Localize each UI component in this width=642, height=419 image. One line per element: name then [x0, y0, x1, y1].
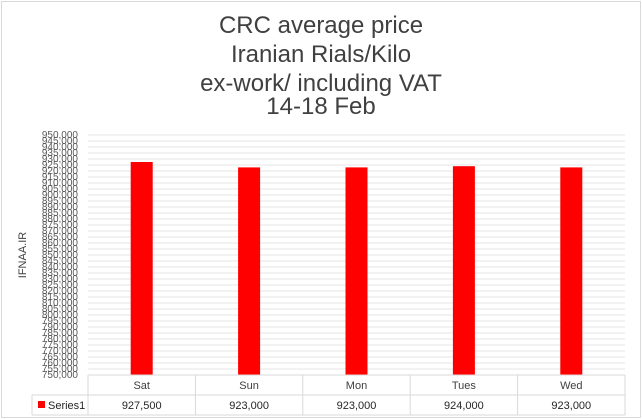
y-tick-label: 790,000	[42, 322, 79, 333]
y-tick-label: 920,000	[42, 166, 79, 177]
legend-swatch	[38, 401, 45, 408]
data-label: 923,000	[551, 400, 591, 412]
title-line-4: 14-18 Feb	[266, 93, 375, 120]
y-tick-label: 925,000	[42, 160, 79, 171]
y-tick-label: 850,000	[42, 250, 79, 261]
y-tick-label: 905,000	[42, 184, 79, 195]
y-tick-label: 785,000	[42, 328, 79, 339]
y-tick-label: 780,000	[42, 334, 79, 345]
category-label-tues: Tues	[452, 380, 477, 392]
category-label-sat: Sat	[133, 380, 150, 392]
bar-sat	[130, 162, 153, 375]
y-tick-label: 870,000	[42, 226, 79, 237]
y-tick-label: 860,000	[42, 238, 79, 249]
y-tick-label: 940,000	[42, 142, 79, 153]
bar-tues	[452, 166, 475, 375]
bar-sun	[238, 167, 261, 375]
y-tick-label: 935,000	[42, 148, 79, 159]
category-label-sun: Sun	[239, 380, 259, 392]
y-axis-ticks: 750,000755,000760,000765,000770,000775,0…	[42, 130, 79, 381]
y-tick-label: 830,000	[42, 274, 79, 285]
category-label-mon: Mon	[346, 380, 367, 392]
y-tick-label: 845,000	[42, 256, 79, 267]
y-tick-label: 810,000	[42, 298, 79, 309]
y-tick-label: 950,000	[42, 130, 79, 141]
y-tick-label: 885,000	[42, 208, 79, 219]
y-tick-label: 895,000	[42, 196, 79, 207]
bar-mon	[345, 167, 368, 375]
y-tick-label: 855,000	[42, 244, 79, 255]
y-tick-label: 880,000	[42, 214, 79, 225]
y-tick-label: 910,000	[42, 178, 79, 189]
y-tick-label: 875,000	[42, 220, 79, 231]
legend-series-name: Series1	[48, 400, 85, 412]
y-tick-label: 825,000	[42, 280, 79, 291]
y-tick-label: 795,000	[42, 316, 79, 327]
y-tick-label: 775,000	[42, 340, 79, 351]
y-tick-label: 930,000	[42, 154, 79, 165]
data-table: Sat Sun Mon Tues Wed Series1 927,500 923,000 923…	[31, 374, 626, 416]
chart-title: CRC average price Iranian Rials/Kilo ex-…	[200, 12, 442, 120]
y-tick-label: 835,000	[42, 268, 79, 279]
y-tick-label: 900,000	[42, 190, 79, 201]
y-tick-label: 765,000	[42, 352, 79, 363]
y-tick-label: 820,000	[42, 286, 79, 297]
y-tick-label: 805,000	[42, 304, 79, 315]
y-tick-label: 890,000	[42, 202, 79, 213]
y-tick-label: 755,000	[42, 364, 79, 375]
y-tick-label: 815,000	[42, 292, 79, 303]
category-label-wed: Wed	[560, 380, 582, 392]
y-tick-label: 945,000	[42, 136, 79, 147]
y-tick-label: 840,000	[42, 262, 79, 273]
y-tick-label: 915,000	[42, 172, 79, 183]
title-line-3: ex-work/ including VAT	[200, 70, 442, 97]
y-tick-label: 800,000	[42, 310, 79, 321]
y-tick-label: 750,000	[42, 370, 79, 381]
y-tick-label: 865,000	[42, 232, 79, 243]
y-tick-label: 760,000	[42, 358, 79, 369]
y-axis-label: IFNAA.IR	[17, 232, 29, 279]
data-label: 923,000	[337, 400, 377, 412]
bars	[130, 162, 583, 375]
title-line-1: CRC average price	[219, 12, 423, 39]
data-label: 924,000	[444, 400, 484, 412]
data-label: 923,000	[229, 400, 269, 412]
y-tick-label: 770,000	[42, 346, 79, 357]
title-line-2: Iranian Rials/Kilo	[231, 41, 411, 68]
bar-wed	[560, 167, 583, 375]
data-label: 927,500	[122, 400, 162, 412]
